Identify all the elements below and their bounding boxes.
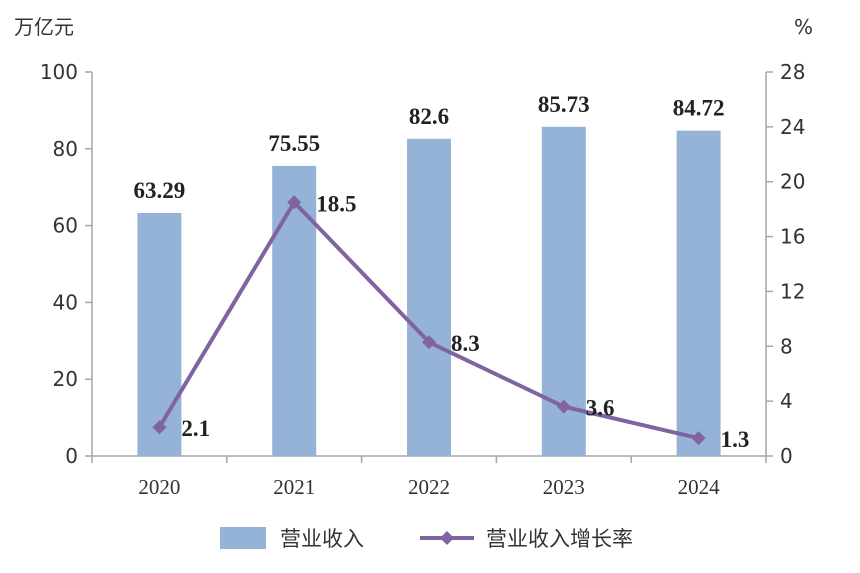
x-tick-label: 2024 [678, 475, 721, 499]
line-point-marker [691, 431, 706, 446]
left-axis-unit: 万亿元 [14, 15, 74, 39]
bar-value-label: 85.73 [538, 92, 590, 117]
bar-value-label: 75.55 [268, 131, 320, 156]
left-tick-label: 80 [53, 137, 78, 161]
left-tick-label: 0 [65, 444, 78, 468]
line-value-label: 1.3 [721, 427, 750, 452]
line-point-marker [422, 335, 436, 350]
x-tick-label: 2021 [273, 475, 315, 499]
right-tick-label: 0 [780, 444, 793, 468]
left-tick-label: 20 [53, 367, 78, 391]
left-tick-label: 100 [40, 60, 78, 84]
left-tick-label: 40 [53, 290, 78, 314]
right-tick-label: 20 [780, 170, 805, 194]
right-tick-label: 16 [780, 225, 805, 249]
line-value-label: 18.5 [316, 191, 356, 216]
legend-bar-label: 营业收入 [280, 527, 364, 551]
left-tick-label: 60 [53, 214, 78, 238]
legend-line-label: 营业收入增长率 [486, 527, 633, 551]
line-value-label: 2.1 [181, 416, 210, 441]
line-series [152, 195, 706, 446]
legend-line-marker [440, 531, 454, 545]
right-tick-label: 12 [780, 279, 805, 303]
bar-value-label: 63.29 [134, 178, 186, 203]
x-tick-label: 2023 [543, 475, 585, 499]
right-axis-unit: % [794, 15, 813, 39]
line-point-marker [152, 420, 167, 435]
bar-value-label: 82.6 [409, 104, 449, 129]
right-tick-label: 4 [780, 389, 793, 413]
bar-value-label: 84.72 [673, 96, 725, 121]
bar-series [137, 126, 721, 457]
legend-bar-swatch [220, 527, 266, 549]
line-point-marker [556, 399, 571, 414]
bar [407, 138, 451, 457]
data-labels: 63.29 75.55 82.6 85.73 84.72 2.1 18.5 8.3 3.6 1.3 [134, 92, 750, 452]
bar [137, 212, 182, 456]
right-tick-label: 28 [780, 60, 805, 84]
x-tick-label: 2020 [138, 475, 180, 499]
right-tick-label: 8 [780, 334, 793, 358]
line-value-label: 8.3 [451, 331, 480, 356]
bar [676, 130, 721, 456]
line-value-label: 3.6 [586, 396, 615, 421]
legend: 营业收入 营业收入增长率 [220, 527, 633, 551]
line-point-marker [287, 195, 302, 210]
x-tick-label: 2022 [408, 475, 450, 499]
right-tick-label: 24 [780, 115, 805, 139]
bar [272, 165, 317, 456]
